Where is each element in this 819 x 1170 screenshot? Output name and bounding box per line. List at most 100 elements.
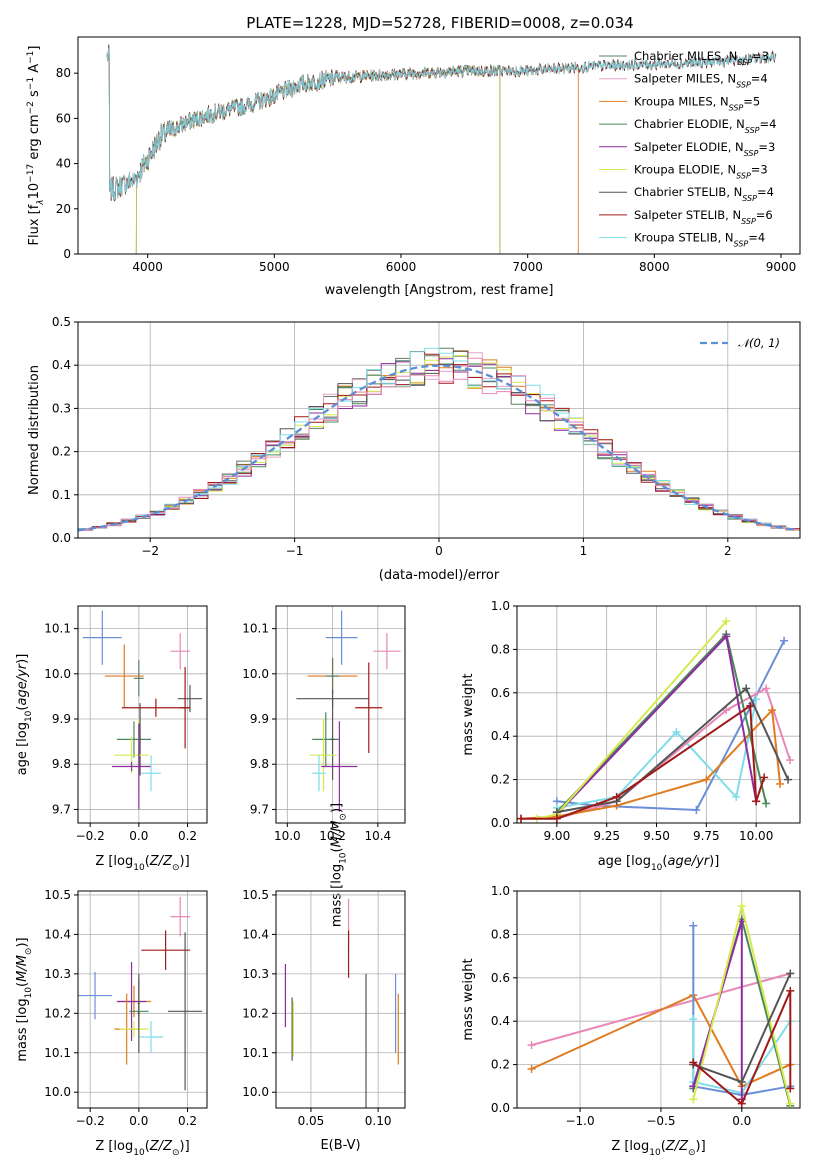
x-tick-label: 9.00 [543, 829, 570, 843]
figure-title: PLATE=1228, MJD=52728, FIBERID=0008, z=0… [246, 14, 633, 32]
y-tick-label: 0.0 [491, 816, 510, 830]
x-tick-label: 0.05 [298, 1114, 325, 1128]
legend-label: Chabrier STELIB, NSSP=4 [634, 185, 774, 203]
y-tick-label: 0.4 [491, 729, 510, 743]
axes-frame [516, 890, 801, 1109]
y-tick-label: 0.1 [52, 488, 71, 502]
y-tick-label: 0.8 [491, 642, 510, 656]
x-tick-label: −0.5 [646, 1114, 675, 1128]
panel-weight-vs-Z: −1.0 −0.5 0.0 0.0 0.2 0.4 0.6 0.8 1.0 mass weight… [461, 884, 801, 1158]
x-axis-label: age [log10(age/yr)] [598, 854, 720, 873]
x-axis-label: E(B-V) [320, 1138, 360, 1153]
plot-area [284, 898, 399, 1108]
y-tick-label: 40 [56, 157, 71, 171]
y-tick-label: 10.5 [242, 888, 269, 902]
x-tick-label: 4000 [132, 260, 163, 274]
x-axis-label: Z [log10(Z/Z⊙)] [611, 1139, 705, 1158]
legend-label: Kroupa ELODIE, NSSP=3 [634, 163, 768, 181]
x-tick-label: 0 [435, 544, 443, 558]
x-tick-label: 0.2 [178, 1114, 197, 1128]
x-tick-label: 10.0 [274, 829, 301, 843]
normal-curve [78, 364, 798, 532]
panel-mass-vs-Z: −0.2 0.0 0.2 10.0 10.1 10.2 10.3 10.4 10.5 Z [log… [15, 888, 208, 1158]
y-tick-label: 0.3 [52, 401, 71, 415]
y-axis-label: mass [log10(M/M⊙)] [15, 937, 34, 1061]
panel-residuals: −2 −1 0 1 2 0.0 0.1 0.2 0.3 0.4 0.5 (data-model)/er… [27, 315, 801, 583]
panel-weight-vs-age: 9.00 9.25 9.50 9.75 10.00 0.0 0.2 0.4 0.6 0.8 1.0 m… [461, 599, 801, 873]
axes-frame [77, 605, 208, 824]
plot-area [78, 896, 203, 1091]
x-tick-label: 0.0 [129, 829, 148, 843]
weight-line [521, 703, 766, 820]
y-axis-label: mass weight [461, 958, 476, 1040]
x-tick-label: 8000 [639, 260, 670, 274]
axes-frame [516, 605, 801, 824]
x-tick-label: 10.00 [739, 829, 773, 843]
y-tick-label: 10.0 [44, 1085, 71, 1099]
spectrum-line [135, 64, 501, 254]
y-axis-label: Flux [fλ10−17 erg cm−2 s−1 A−1] [26, 46, 46, 246]
x-tick-label: 0.2 [178, 829, 197, 843]
y-axis-label: mass weight [461, 673, 476, 755]
spectrum-line [135, 64, 501, 254]
axes-frame [77, 890, 208, 1109]
panel-spectrum: 4000 5000 6000 7000 8000 9000 0 20 40 60 80 wavelen… [26, 36, 801, 298]
histogram-step [78, 357, 800, 531]
weight-line [520, 707, 782, 820]
x-tick-label: 10.4 [364, 829, 391, 843]
plot-area [82, 610, 203, 810]
y-tick-label: 10.0 [44, 667, 71, 681]
y-tick-label: 10.0 [242, 667, 269, 681]
y-tick-label: 9.7 [52, 802, 71, 816]
axes-frame [275, 890, 406, 1109]
y-tick-label: 9.8 [250, 757, 269, 771]
y-tick-label: 10.3 [242, 967, 269, 981]
x-axis-label: Z [log10(Z/Z⊙)] [95, 854, 189, 873]
legend-label: Kroupa STELIB, NSSP=4 [634, 231, 765, 249]
x-tick-label: 5000 [259, 260, 290, 274]
legend-label: Salpeter ELODIE, NSSP=3 [634, 140, 775, 158]
y-tick-label: 10.2 [242, 1006, 269, 1020]
x-tick-label: 1 [580, 544, 588, 558]
x-axis-label: wavelength [Angstrom, rest frame] [325, 283, 554, 298]
histogram-step [78, 351, 800, 531]
panel-mass-vs-ebv: 0.05 0.10 10.0 10.1 10.2 10.3 10.4 10.5 E(B-V) [242, 888, 406, 1153]
y-tick-label: 0.0 [491, 1101, 510, 1115]
plot-area [106, 44, 777, 254]
weight-line [692, 1019, 792, 1094]
axes-frame [275, 605, 406, 824]
x-tick-label: 9000 [766, 260, 797, 274]
x-tick-label: −2 [141, 544, 159, 558]
y-tick-label: 10.4 [44, 927, 71, 941]
y-tick-label: 0.0 [52, 531, 71, 545]
y-tick-label: 10.1 [242, 622, 269, 636]
y-tick-label: 20 [56, 202, 71, 216]
x-axis-label: (data-model)/error [379, 568, 500, 583]
x-tick-label: 0.10 [365, 1114, 392, 1128]
svg-text:mass [log10(M/M⊙)]: mass [log10(M/M⊙)] [330, 803, 349, 927]
weight-line [556, 632, 768, 813]
x-tick-label: 9.75 [693, 829, 720, 843]
y-tick-label: 0.8 [491, 927, 510, 941]
y-tick-label: 9.9 [52, 712, 71, 726]
y-tick-label: 0.4 [52, 358, 71, 372]
y-tick-label: 60 [56, 111, 71, 125]
y-tick-label: 10.5 [44, 888, 71, 902]
y-tick-label: 10.0 [242, 1085, 269, 1099]
y-tick-label: 10.3 [44, 967, 71, 981]
plot-area [517, 617, 795, 823]
y-tick-label: 0.6 [491, 971, 510, 985]
x-tick-label: 0.0 [732, 1114, 751, 1128]
y-tick-label: 9.8 [52, 757, 71, 771]
spectrum-line [106, 44, 777, 202]
spectrum-line [106, 47, 776, 201]
x-tick-label: −0.2 [76, 1114, 105, 1128]
axes-frame [77, 36, 801, 255]
y-tick-label: 80 [56, 66, 71, 80]
x-tick-label: 2 [724, 544, 732, 558]
y-axis-label: age [log10(age/yr)] [15, 654, 34, 776]
y-tick-label: 9.7 [250, 802, 269, 816]
x-tick-label: −1.0 [565, 1114, 594, 1128]
y-tick-label: 10.4 [242, 927, 269, 941]
